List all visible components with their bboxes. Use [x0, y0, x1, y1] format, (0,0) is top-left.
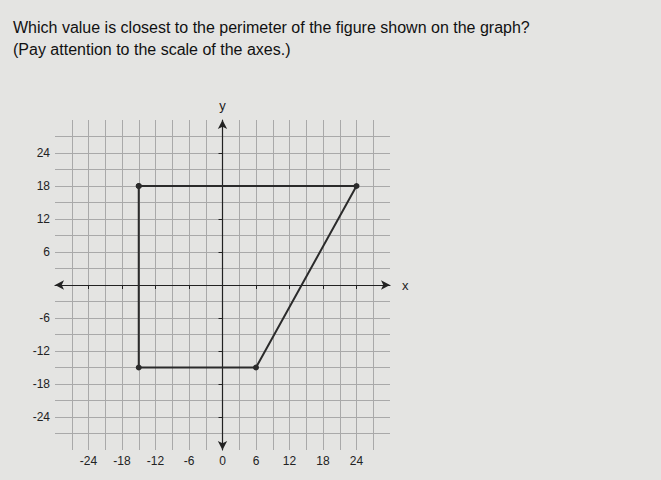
- svg-text:-24: -24: [33, 410, 51, 424]
- svg-text:x: x: [402, 278, 409, 293]
- svg-text:-18: -18: [113, 454, 131, 468]
- svg-text:y: y: [219, 98, 226, 113]
- svg-text:-24: -24: [80, 454, 98, 468]
- svg-text:12: 12: [283, 454, 297, 468]
- svg-text:24: 24: [37, 146, 51, 160]
- svg-text:(Pay attention to the scale of: (Pay attention to the scale of the axes.…: [13, 41, 291, 58]
- svg-text:-6: -6: [184, 454, 195, 468]
- svg-text:18: 18: [37, 179, 51, 193]
- svg-text:0: 0: [219, 454, 226, 468]
- svg-text:24: 24: [350, 454, 364, 468]
- svg-text:Which value is closest to the: Which value is closest to the perimeter …: [13, 19, 530, 36]
- svg-text:12: 12: [37, 212, 51, 226]
- svg-text:-18: -18: [33, 377, 51, 391]
- svg-text:-12: -12: [33, 344, 51, 358]
- svg-text:6: 6: [253, 454, 260, 468]
- svg-text:18: 18: [316, 454, 330, 468]
- svg-text:6: 6: [43, 245, 50, 259]
- svg-text:-6: -6: [39, 311, 50, 325]
- svg-text:-12: -12: [147, 454, 165, 468]
